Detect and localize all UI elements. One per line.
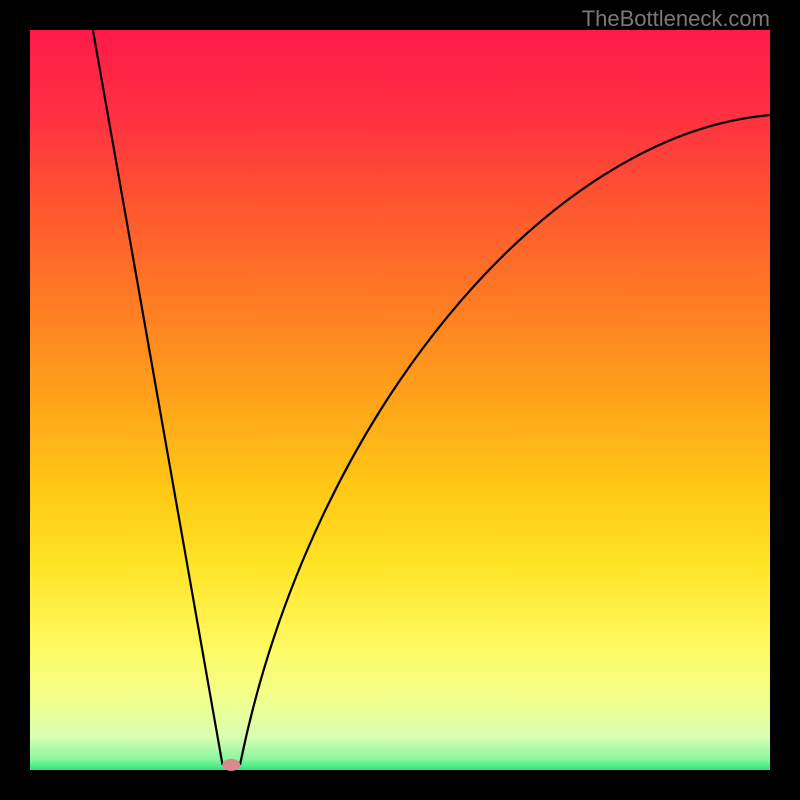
plot-background (30, 30, 770, 770)
chart-container: TheBottleneck.com (0, 0, 800, 800)
watermark-text: TheBottleneck.com (582, 6, 770, 32)
